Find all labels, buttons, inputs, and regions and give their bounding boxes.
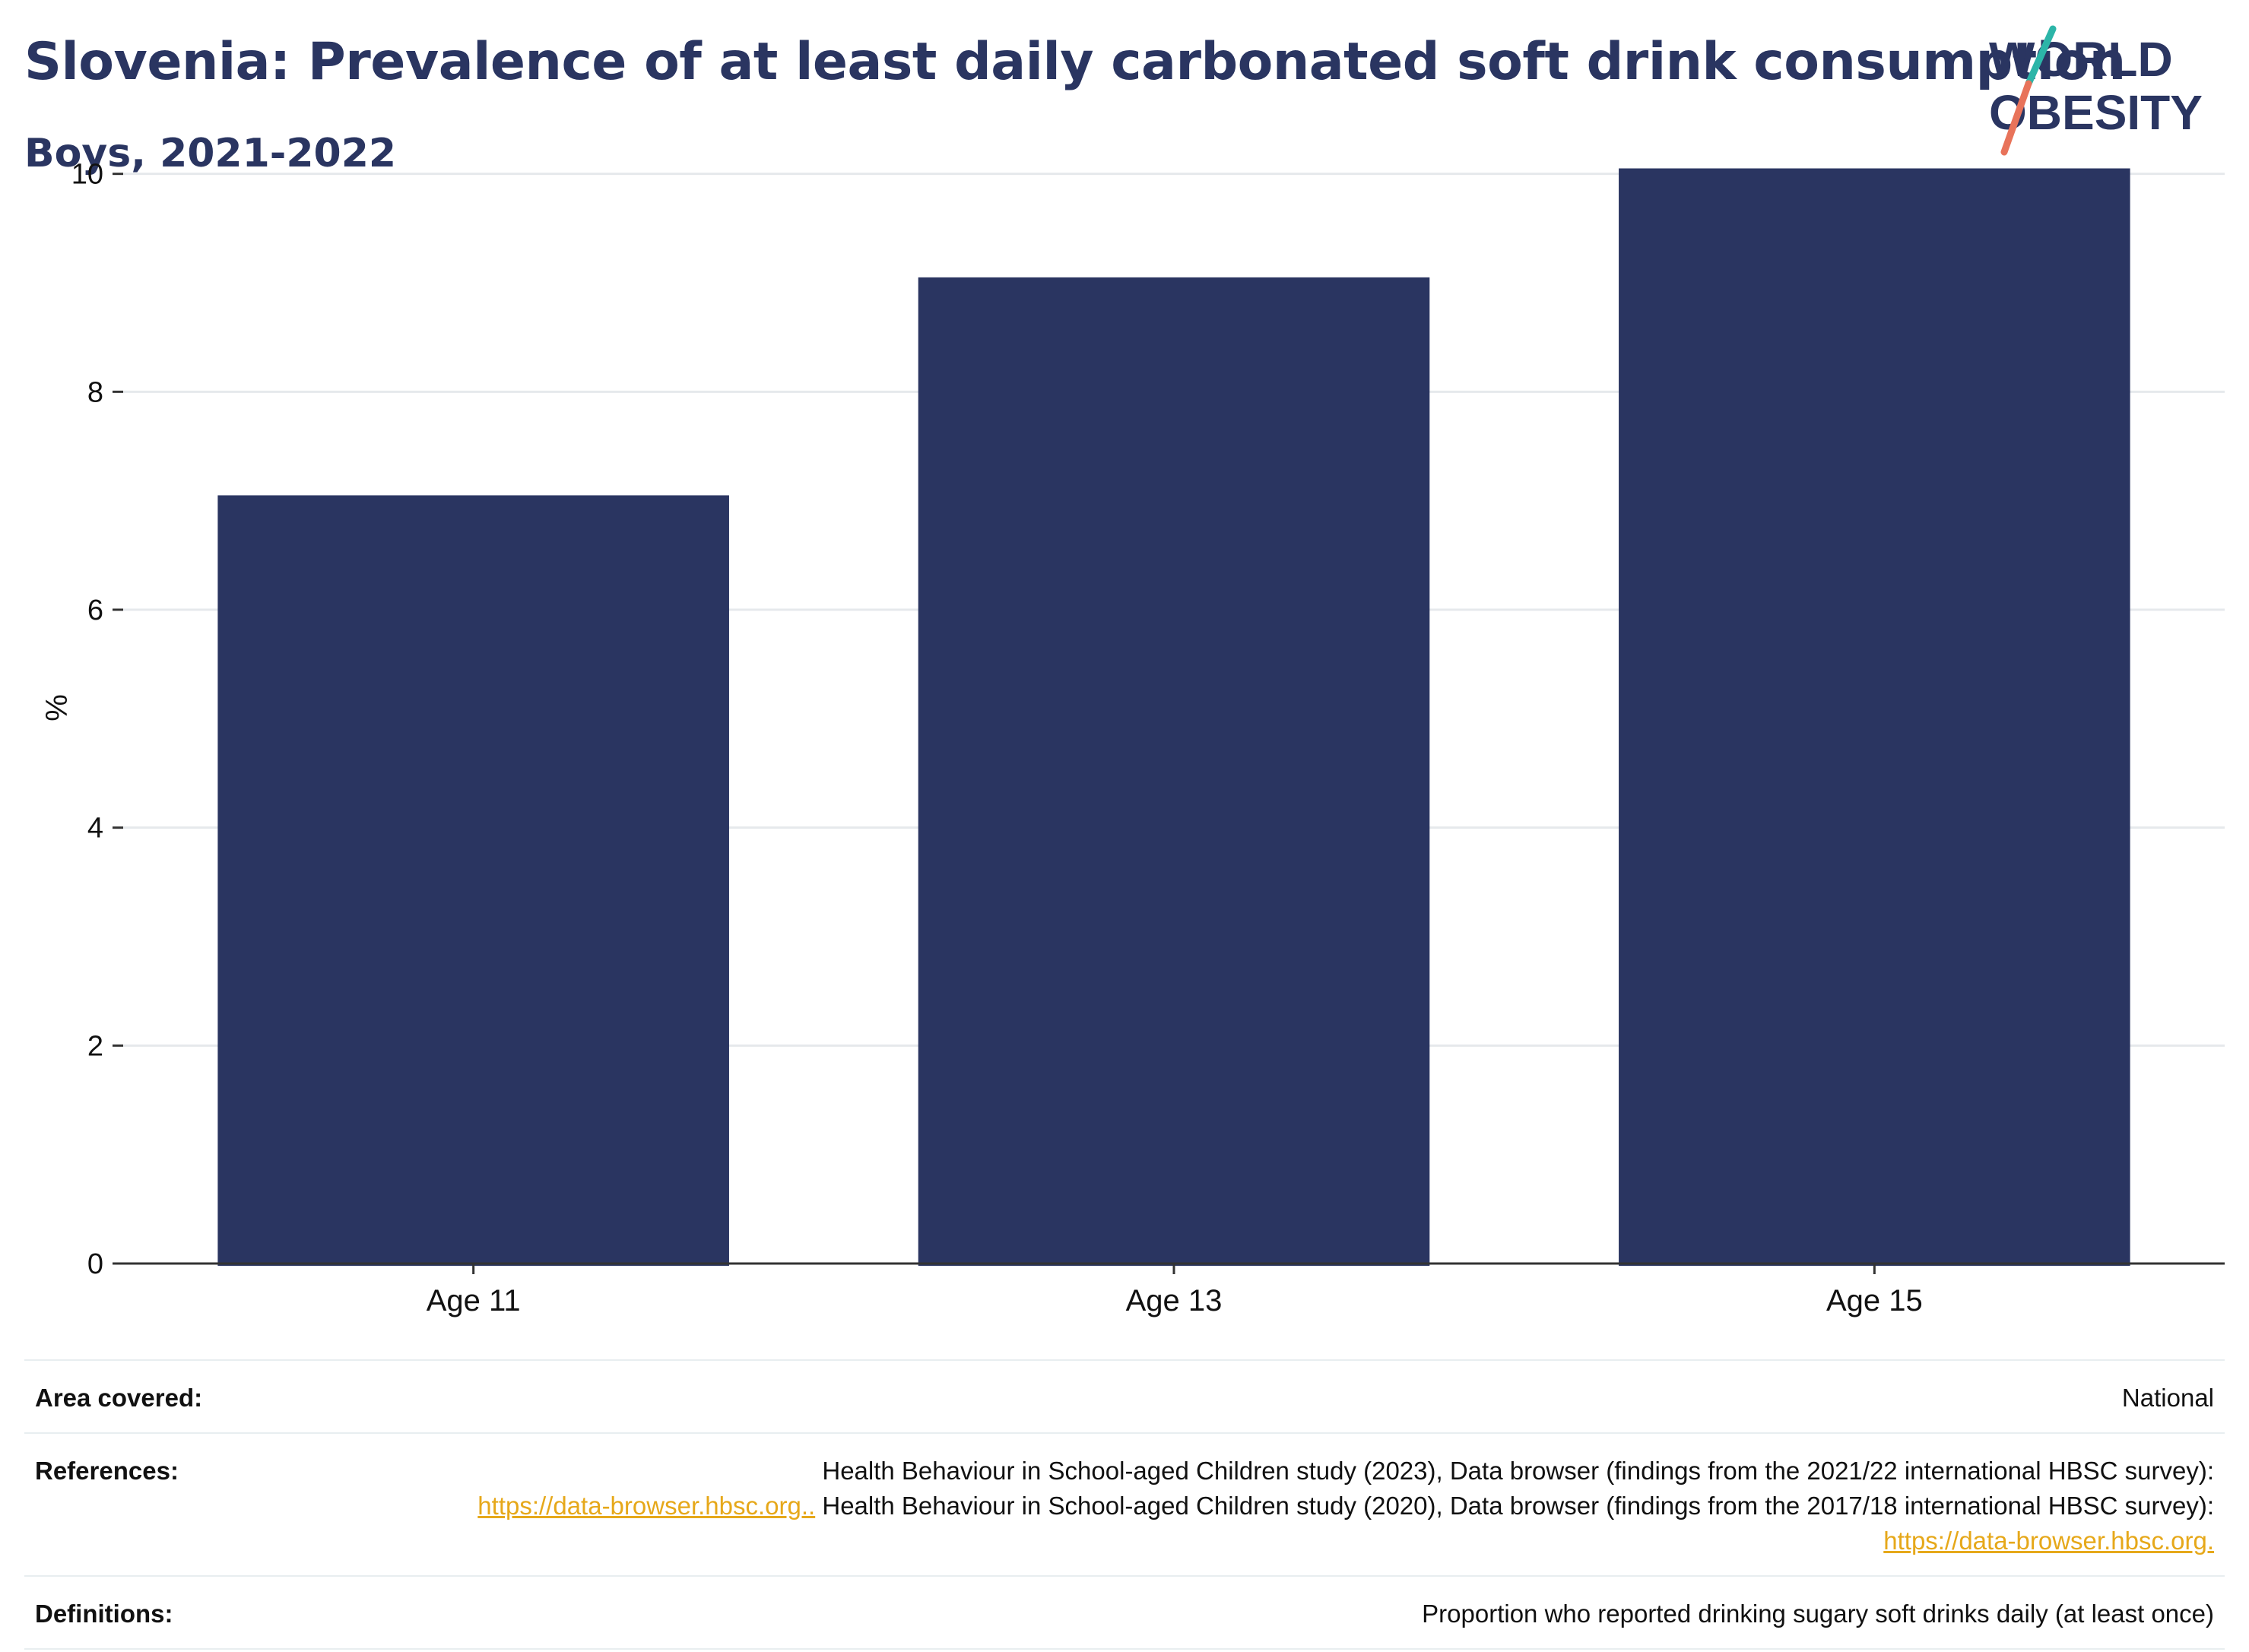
y-tick-label: 0 — [87, 1248, 103, 1280]
logo-slash-bottom — [2000, 80, 2032, 156]
definitions-label: Definitions: — [35, 1600, 173, 1628]
definitions-value: Proportion who reported drinking sugary … — [1422, 1600, 2214, 1628]
y-tick-label: 2 — [87, 1030, 103, 1062]
references-value: Health Behaviour in School-aged Children… — [339, 1454, 2214, 1558]
x-tick-label: Age 11 — [427, 1284, 521, 1317]
area-covered-value: National — [2121, 1384, 2214, 1412]
chart-title: Slovenia: Prevalence of at least daily c… — [24, 32, 2126, 92]
references-row: References: Health Behaviour in School-a… — [24, 1432, 2225, 1575]
logo-line1: WORLD — [1989, 32, 2173, 87]
metadata-table: Area covered: National References: Healt… — [24, 1359, 2225, 1650]
reference-text-2: Health Behaviour in School-aged Children… — [815, 1492, 2214, 1520]
bar-age-13 — [918, 277, 1430, 1266]
bar-age-11 — [217, 495, 729, 1266]
definitions-row: Definitions: Proportion who reported dri… — [24, 1575, 2225, 1650]
y-tick-label: 10 — [71, 159, 103, 191]
reference-link-1[interactable]: https://data-browser.hbsc.org.. — [477, 1492, 816, 1520]
reference-text-1: Health Behaviour in School-aged Children… — [822, 1457, 2214, 1485]
world-obesity-logo: WORLD OBESITY — [1989, 25, 2203, 156]
y-tick-label: 8 — [87, 376, 103, 408]
y-axis-label: % — [39, 694, 72, 721]
x-axis-ticks: Age 11 Age 13 Age 15 — [427, 1264, 1923, 1317]
references-label: References: — [35, 1457, 179, 1485]
logo-slash-top — [2025, 25, 2057, 87]
area-covered-label: Area covered: — [35, 1384, 203, 1412]
bars — [217, 168, 2130, 1266]
chart-subtitle: Boys, 2021-2022 — [24, 131, 397, 176]
x-tick-label: Age 13 — [1126, 1284, 1223, 1317]
y-tick-label: 6 — [87, 595, 103, 626]
y-tick-label: 4 — [87, 813, 103, 845]
bar-age-15 — [1619, 168, 2130, 1266]
reference-link-2[interactable]: https://data-browser.hbsc.org. — [1883, 1527, 2214, 1555]
bar-chart: 0 2 4 6 8 10 Age 11 Age 13 Age 15 % — [39, 159, 2225, 1317]
x-tick-label: Age 15 — [1826, 1284, 1923, 1317]
y-axis-ticks: 0 2 4 6 8 10 — [71, 159, 123, 1280]
area-covered-row: Area covered: National — [24, 1359, 2225, 1432]
